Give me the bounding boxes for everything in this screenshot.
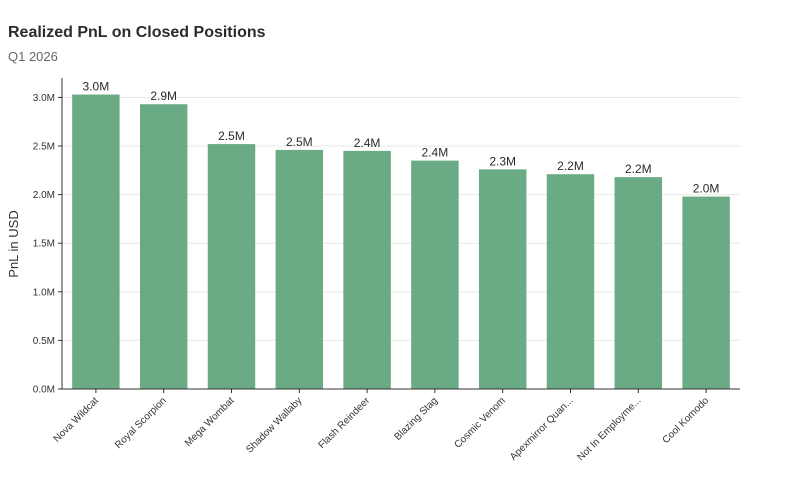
data-label: 2.2M: [625, 162, 652, 176]
bar: [275, 149, 324, 389]
data-label: 2.9M: [150, 89, 177, 103]
data-label: 3.0M: [83, 80, 110, 94]
bars: [72, 94, 730, 389]
y-tick-label: 1.0M: [33, 287, 55, 298]
data-label: 2.4M: [422, 146, 449, 160]
bar: [72, 94, 120, 389]
data-label: 2.3M: [489, 154, 516, 168]
chart-subtitle: Q1 2026: [8, 49, 58, 64]
y-tick-label: 0.0M: [33, 385, 55, 396]
data-label: 2.4M: [354, 136, 381, 150]
x-tick-label: Not In Employme...: [576, 395, 644, 463]
x-tick-label: Shadow Wallaby: [244, 395, 304, 455]
y-tick-label: 2.0M: [33, 190, 55, 201]
data-label: 2.0M: [693, 182, 720, 196]
x-tick-label: Nova Wildcat: [52, 395, 102, 445]
x-tick-label: Cool Komodo: [661, 395, 712, 446]
bar: [343, 150, 391, 389]
data-label: 2.5M: [286, 135, 313, 149]
data-label: 2.2M: [557, 159, 584, 173]
y-tick-label: 3.0M: [33, 93, 55, 104]
bar: [546, 174, 595, 389]
axes: [58, 78, 740, 393]
chart-title: Realized PnL on Closed Positions: [8, 24, 266, 41]
y-tick-label: 2.5M: [33, 142, 55, 153]
bar: [411, 160, 459, 389]
bar: [682, 196, 730, 389]
x-tick-label: Flash Reindeer: [316, 395, 372, 451]
bar: [207, 144, 256, 389]
bar: [478, 169, 527, 389]
data-label: 2.5M: [218, 129, 245, 143]
bar: [139, 104, 188, 389]
y-tick-label: 0.5M: [33, 336, 55, 347]
y-tick-label: 1.5M: [33, 239, 55, 250]
x-tick-label: Blazing Stag: [393, 395, 440, 442]
x-tick-label: Apexmirror Quan...: [508, 395, 576, 463]
x-tick-label: Mega Wombat: [183, 395, 237, 449]
y-axis-title: PnL in USD: [6, 210, 21, 277]
bar: [614, 177, 663, 389]
x-tick-label: Cosmic Venom: [452, 395, 507, 450]
x-tick-label: Royal Scorpion: [113, 395, 169, 451]
